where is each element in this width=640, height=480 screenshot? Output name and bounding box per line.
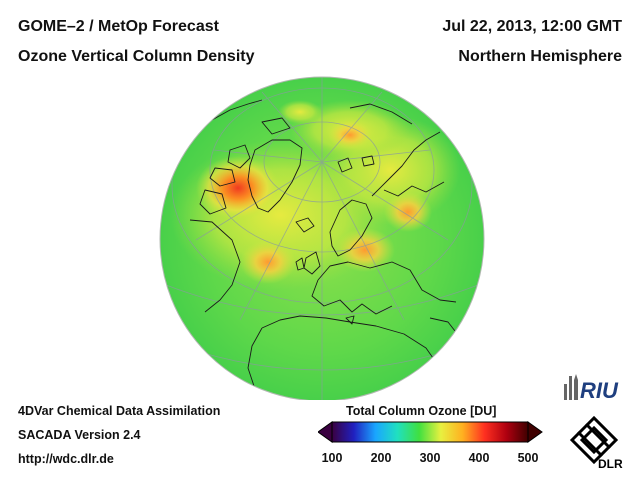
footer-line1: 4DVar Chemical Data Assimilation (18, 404, 221, 418)
colorbar-tick-label: 400 (468, 451, 490, 465)
colorbar (318, 421, 543, 443)
footer-line2: SACADA Version 2.4 (18, 428, 141, 442)
warm-zone (278, 100, 322, 124)
dlr-logo-text: DLR (598, 457, 623, 470)
colorbar-bar (331, 421, 529, 443)
colorbar-high-arrow (527, 421, 543, 443)
region-label: Northern Hemisphere (458, 48, 622, 65)
colorbar-tick-label: 500 (517, 451, 539, 465)
ozone-hotspot-siberia (384, 192, 432, 232)
svg-text:RIU: RIU (580, 378, 619, 403)
dlr-logo: DLR (569, 415, 623, 470)
colorbar-tick-label: 300 (419, 451, 441, 465)
title-line2: Ozone Vertical Column Density (18, 48, 255, 65)
colorbar-low-arrow (318, 421, 333, 443)
colorbar-tick-label: 200 (370, 451, 392, 465)
ozone-hotspot-greenland (196, 156, 280, 220)
ozone-globe-map (159, 76, 485, 400)
ozone-hotspot-atlantic (240, 240, 296, 284)
globe-outline (159, 76, 485, 400)
ozone-hotspot-europe (335, 228, 395, 272)
title-line1: GOME–2 / MetOp Forecast (18, 18, 219, 35)
footer-link[interactable]: http://wdc.dlr.de (18, 452, 114, 466)
date-label: Jul 22, 2013, 12:00 GMT (442, 18, 622, 35)
colorbar-tick-label: 100 (321, 451, 343, 465)
riu-logo: RIU (564, 374, 619, 403)
colorbar-title: Total Column Ozone [DU] (346, 404, 497, 418)
